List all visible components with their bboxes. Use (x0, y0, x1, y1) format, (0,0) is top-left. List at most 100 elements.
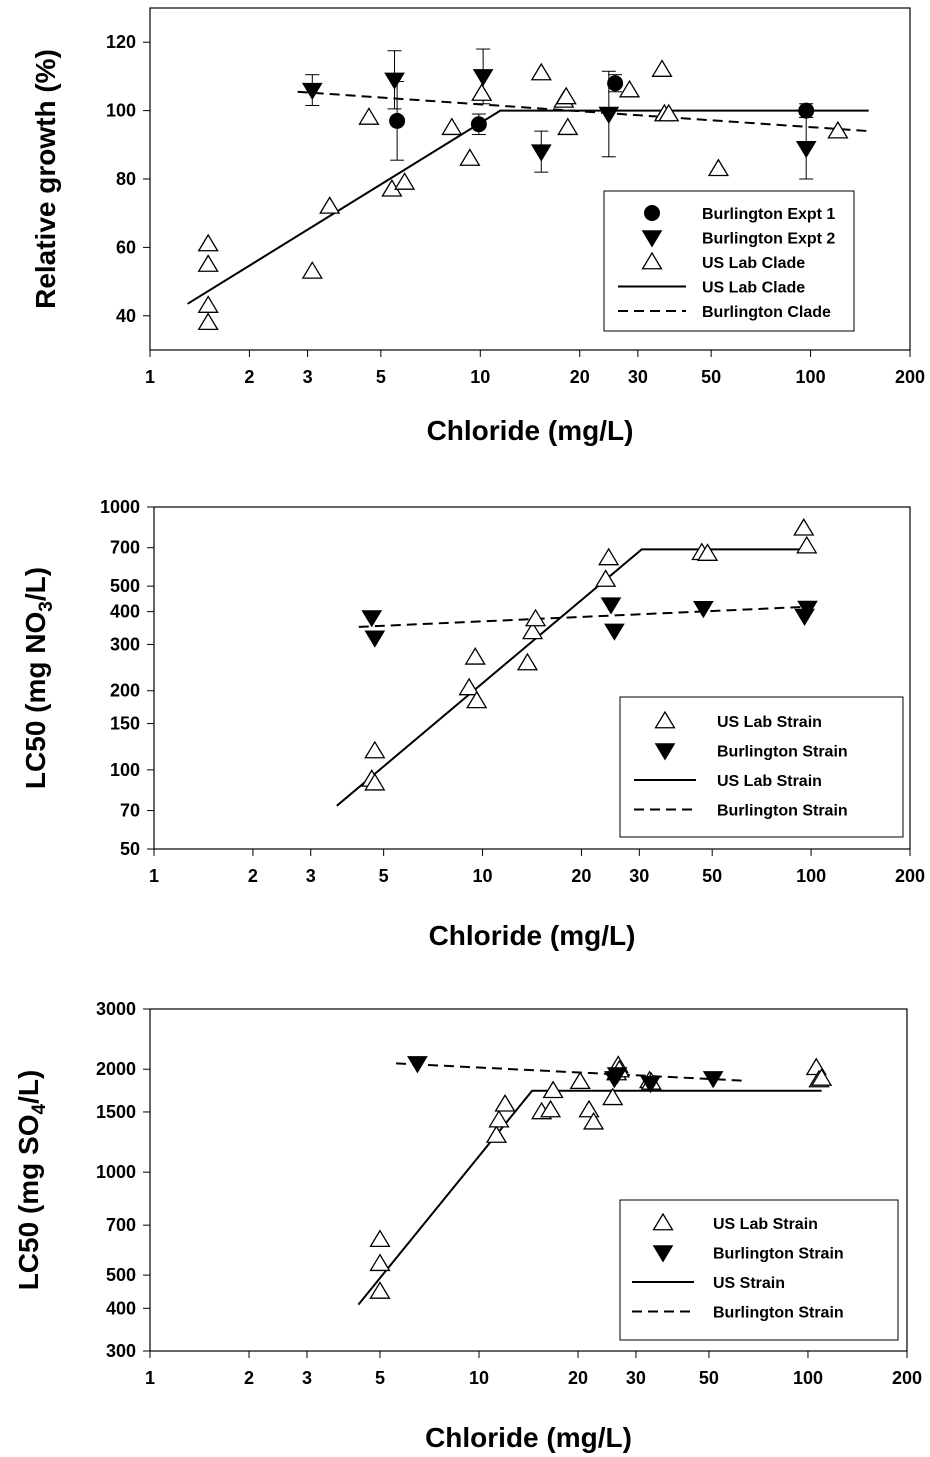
x-tick-label: 200 (895, 866, 925, 886)
y-axis-title: LC50 (mg NO3/L) (20, 567, 57, 789)
data-point (658, 103, 680, 122)
y-axis-title-end: /L) (13, 1070, 44, 1104)
y-axis-title-subscript: 4 (29, 1103, 50, 1114)
legend-marker (641, 251, 663, 270)
y-tick-label: 40 (116, 306, 136, 326)
data-point (555, 86, 577, 105)
legend-label: Burlington Strain (713, 1305, 844, 1322)
data-point (702, 1071, 724, 1089)
y-tick-label: 300 (106, 1341, 136, 1361)
y-tick-label: 100 (106, 101, 136, 121)
data-point (485, 1125, 508, 1143)
x-tick-label: 20 (568, 1368, 588, 1388)
legend-marker (641, 230, 663, 248)
fit-line-dashed (358, 605, 812, 628)
y-tick-label: 700 (110, 538, 140, 558)
y-tick-label: 70 (120, 801, 140, 821)
y-axis-title-end: /L) (20, 567, 51, 601)
y-tick-label: 700 (106, 1215, 136, 1235)
x-tick-label: 10 (473, 866, 493, 886)
data-point (602, 1087, 624, 1106)
data-point (441, 117, 463, 136)
y-tick-label: 60 (116, 237, 136, 257)
x-tick-label: 3 (303, 367, 313, 387)
data-point (369, 1281, 391, 1299)
fit-line-solid (187, 109, 869, 305)
data-point (369, 1253, 391, 1272)
legend-label: Burlington Strain (717, 803, 848, 820)
data-point (471, 83, 493, 101)
x-tick-label: 2 (244, 367, 254, 387)
y-tick-label: 2000 (96, 1059, 136, 1079)
data-point (530, 144, 552, 162)
series-triangle-up (361, 518, 818, 791)
y-tick-label: 120 (106, 32, 136, 52)
x-tick-label: 100 (796, 866, 826, 886)
y-axis-title: Relative growth (%) (30, 49, 61, 309)
data-point (798, 102, 815, 119)
y-axis-title-subscript: 3 (36, 601, 57, 612)
fit-line-dashed (396, 1062, 747, 1082)
data-point (598, 106, 620, 124)
legend-label: Burlington Clade (702, 304, 831, 321)
data-point (361, 610, 383, 628)
legend-marker (654, 710, 676, 729)
data-point (598, 547, 620, 566)
chart-3-svg: 1 2 3 5 10 20 30 50 100 200 300 400 500 700 1000 1500 20… (13, 999, 922, 1453)
data-point (793, 518, 815, 536)
data-point (696, 543, 719, 561)
x-tick-label: 30 (626, 1368, 646, 1388)
data-point (693, 600, 714, 619)
data-point (494, 1093, 516, 1112)
data-point (707, 158, 730, 177)
data-point (197, 312, 219, 331)
x-tick-label: 200 (895, 367, 925, 387)
data-point (578, 1099, 600, 1118)
data-point (197, 295, 219, 313)
data-point (364, 630, 386, 648)
fit-line-solid (336, 548, 812, 807)
data-point (600, 597, 622, 615)
x-tick-label: 1 (145, 1368, 155, 1388)
y-tick-label: 1500 (96, 1102, 136, 1122)
series-circle (389, 74, 815, 161)
data-point (604, 623, 625, 641)
x-tick-label: 3 (302, 1368, 312, 1388)
data-point (384, 72, 405, 90)
data-point (524, 608, 547, 627)
chart-panel-1: 1 2 3 5 10 20 30 50 100 200 40 60 80 100 120 Chloride (… (0, 0, 930, 470)
x-tick-label: 50 (702, 866, 722, 886)
y-tick-label: 100 (110, 760, 140, 780)
legend-box (619, 696, 904, 838)
plot-frame (153, 506, 911, 850)
y-tick-label: 150 (110, 714, 140, 734)
chart-panel-3: 1 2 3 5 10 20 30 50 100 200 300 400 500 700 1000 1500 20… (0, 990, 930, 1457)
chart-2-svg: 1 2 3 5 10 20 30 50 100 200 50 70 100 150 200 300 400 500… (20, 497, 925, 951)
data-point (539, 1099, 562, 1118)
data-point (530, 62, 552, 81)
data-point (369, 1229, 391, 1248)
data-point (516, 652, 539, 671)
legend-label: US Lab Clade (702, 255, 805, 272)
data-point (640, 1075, 661, 1094)
x-axis-title: Chloride (mg/L) (427, 415, 634, 446)
y-axis-title-main: LC50 (mg NO (20, 612, 51, 789)
data-point (795, 140, 817, 159)
x-tick-label: 1 (145, 367, 155, 387)
x-axis-title: Chloride (mg/L) (425, 1422, 632, 1453)
fit-line-solid (357, 1089, 822, 1306)
data-point (606, 1067, 628, 1085)
data-point (301, 82, 323, 101)
data-point (557, 117, 579, 136)
data-point (827, 120, 849, 139)
y-tick-label: 200 (110, 681, 140, 701)
legend-label: Burlington Strain (717, 744, 848, 761)
chart-panel-2: 1 2 3 5 10 20 30 50 100 200 50 70 100 150 200 300 400 500… (0, 480, 930, 960)
legend-marker (652, 1245, 674, 1263)
legend-marker (654, 743, 676, 761)
legend-marker (652, 1212, 674, 1231)
data-point (389, 112, 406, 129)
data-point (651, 59, 673, 77)
legend-label: Burlington Expt 2 (702, 231, 835, 248)
x-tick-label: 5 (379, 866, 389, 886)
